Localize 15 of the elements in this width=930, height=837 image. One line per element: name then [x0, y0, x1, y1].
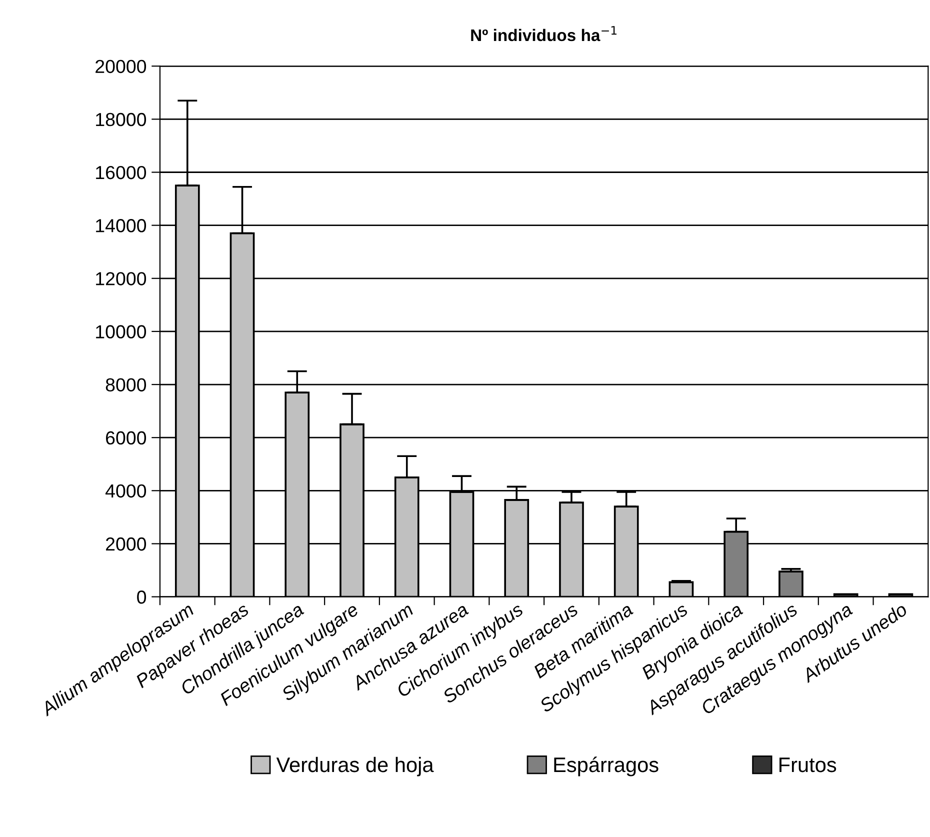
y-tick-label: 18000	[96, 112, 146, 126]
y-tick-label: 8000	[106, 378, 146, 392]
y-tick-label: 10000	[96, 325, 146, 338]
y-tick-label: 4000	[105, 484, 146, 498]
y-tick-label: 6000	[106, 431, 146, 445]
y-tick-label: 20000	[96, 60, 146, 74]
legend-label: Espárragos	[554, 756, 658, 776]
y-tick-label: 0	[137, 590, 146, 604]
y-tick-label: 2000	[106, 537, 146, 551]
legend-label: Verduras de hoja	[276, 756, 434, 776]
y-tick-label: 12000	[96, 272, 146, 286]
chart-title: Nº individuos ha$^{−1}$	[471, 26, 616, 42]
y-tick-label: 16000	[96, 166, 146, 180]
legend-label: Frutos	[780, 758, 836, 772]
y-tick-label: 14000	[96, 219, 146, 232]
